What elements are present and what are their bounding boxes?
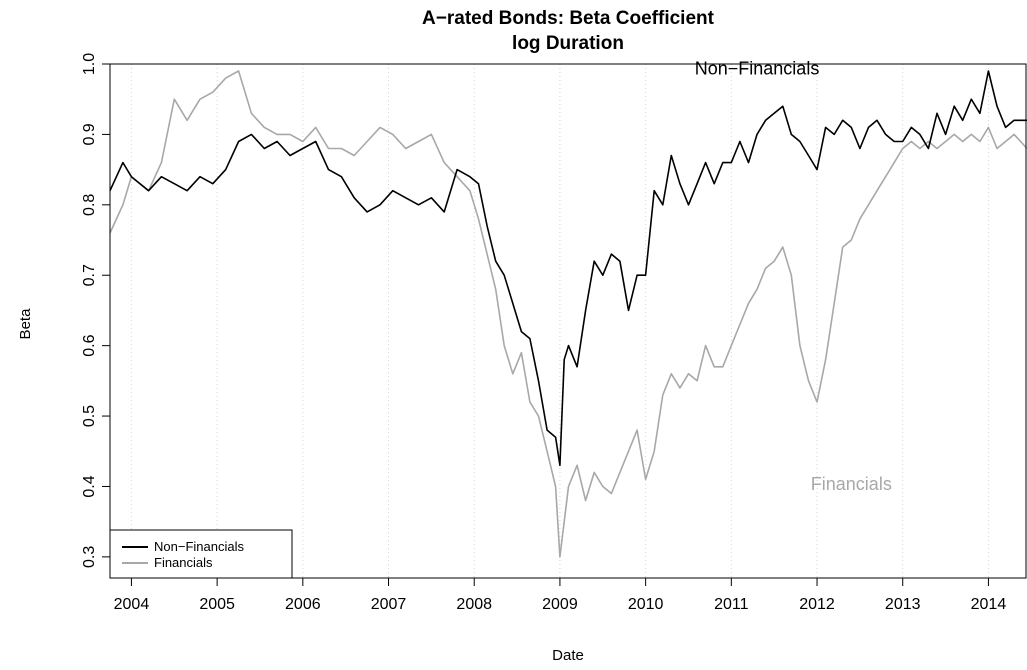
legend-box xyxy=(109,529,293,579)
x-tick-label-2013: 2013 xyxy=(885,596,921,613)
y-tick-label-0.3: 0.3 xyxy=(81,546,98,568)
chart-title: A−rated Bonds: Beta Coefficient xyxy=(422,8,715,29)
x-tick-label-2014: 2014 xyxy=(971,596,1007,613)
legend: Non−Financials Financials xyxy=(109,529,293,579)
y-axis: 0.3 0.4 0.5 0.6 0.7 0.8 0.9 1.0 xyxy=(81,53,110,568)
x-tick-label-2008: 2008 xyxy=(456,596,492,613)
y-axis-label: Beta xyxy=(17,308,34,340)
y-tick-label-0.4: 0.4 xyxy=(81,475,98,497)
x-tick-label-2005: 2005 xyxy=(199,596,235,613)
y-tick-label-0.9: 0.9 xyxy=(81,123,98,145)
x-axis-label: Date xyxy=(552,647,584,664)
x-tick-label-2006: 2006 xyxy=(285,596,321,613)
annotation-non-financials: Non−Financials xyxy=(695,59,820,79)
chart-subtitle: log Duration xyxy=(512,33,624,54)
x-tick-label-2010: 2010 xyxy=(628,596,664,613)
y-tick-label-0.6: 0.6 xyxy=(81,334,98,356)
series-layer xyxy=(109,70,1027,558)
grid xyxy=(130,64,989,578)
x-tick-label-2007: 2007 xyxy=(371,596,407,613)
x-tick-label-2004: 2004 xyxy=(114,596,150,613)
x-tick-label-2012: 2012 xyxy=(799,596,835,613)
y-tick-label-0.8: 0.8 xyxy=(81,194,98,216)
x-axis: 2004 2005 2006 2007 2008 2009 2010 2011 2012 2013… xyxy=(114,578,1007,613)
legend-label-non-financials: Non−Financials xyxy=(154,539,244,554)
x-tick-label-2009: 2009 xyxy=(542,596,578,613)
y-tick-label-1.0: 1.0 xyxy=(81,53,98,75)
y-tick-label-0.5: 0.5 xyxy=(81,405,98,427)
series-line-financials xyxy=(109,70,1027,558)
legend-label-financials: Financials xyxy=(154,555,213,570)
x-tick-label-2011: 2011 xyxy=(714,596,749,613)
plot-frame xyxy=(109,63,1027,579)
series-line-non-financials xyxy=(109,70,1027,467)
y-tick-label-0.7: 0.7 xyxy=(81,264,98,286)
annotation-financials: Financials xyxy=(811,474,892,494)
